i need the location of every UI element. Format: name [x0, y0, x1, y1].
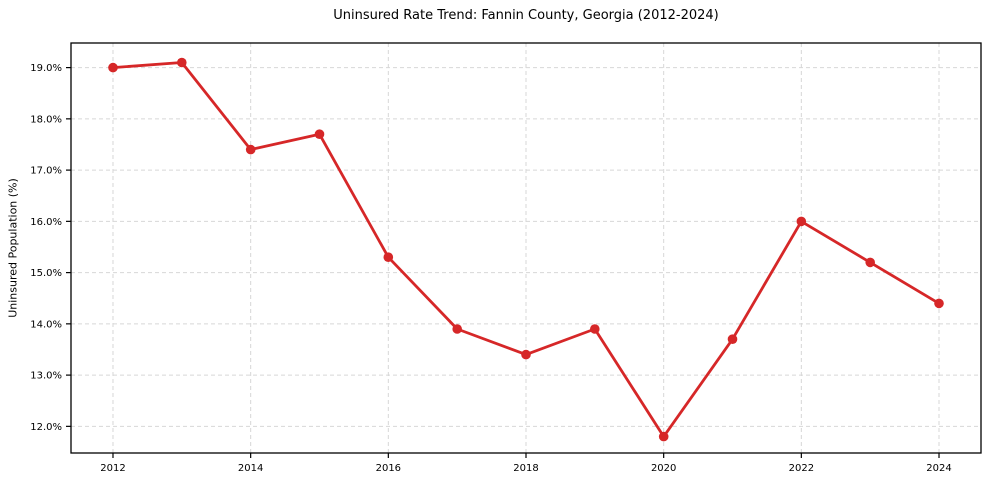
data-point [934, 298, 944, 309]
x-tick-label: 2014 [238, 463, 263, 474]
x-tick-label: 2018 [513, 463, 538, 474]
data-point [727, 334, 738, 345]
data-point [108, 62, 118, 73]
data-point-markers [108, 57, 944, 442]
y-tick-label: 17.0% [30, 166, 62, 177]
data-point [383, 252, 394, 262]
axis-ticks [66, 66, 940, 458]
data-point [521, 349, 531, 360]
data-point [865, 257, 875, 268]
data-point [314, 129, 325, 139]
gridlines [71, 43, 981, 453]
x-tick-label: 2024 [926, 463, 951, 474]
y-tick-label: 14.0% [30, 319, 62, 330]
plot-border [70, 42, 982, 454]
axis-tick-labels: 12.0% 13.0% 14.0% 15.0% 16.0% 17.0% 18.0% 19.0%… [30, 63, 952, 474]
x-tick-label: 2012 [100, 463, 125, 474]
data-point [245, 144, 256, 155]
x-tick-label: 2016 [376, 463, 401, 474]
data-point [658, 431, 669, 442]
y-tick-label: 16.0% [30, 217, 62, 228]
y-tick-label: 13.0% [30, 371, 62, 382]
y-tick-label: 19.0% [30, 63, 62, 74]
chart-title: Uninsured Rate Trend: Fannin County, Geo… [333, 8, 719, 23]
data-point [177, 57, 187, 68]
x-tick-label: 2020 [651, 463, 676, 474]
data-point [590, 324, 600, 334]
y-tick-label: 15.0% [30, 268, 62, 279]
y-tick-label: 18.0% [30, 114, 62, 125]
data-point [796, 216, 807, 227]
data-point [452, 324, 463, 334]
x-tick-label: 2022 [789, 463, 814, 474]
y-tick-label: 12.0% [30, 422, 62, 433]
